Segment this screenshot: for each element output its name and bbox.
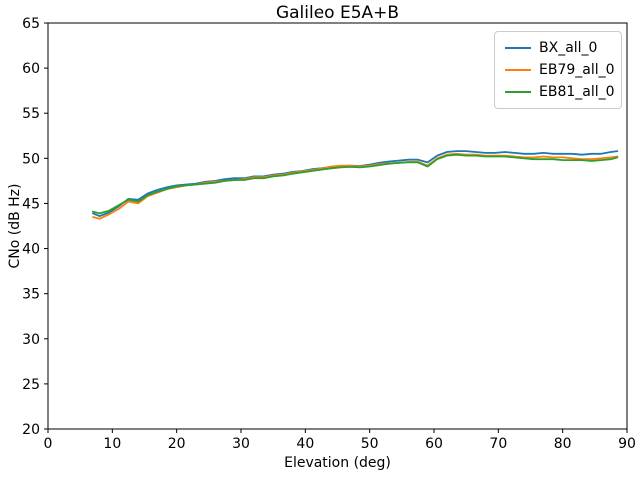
legend: BX_all_0 EB79_all_0 EB81_all_0: [494, 31, 622, 109]
legend-label: BX_all_0: [539, 40, 598, 56]
y-tick-label: 60: [22, 61, 40, 77]
series-line-EB81_all_0: [92, 153, 619, 215]
y-tick-label: 55: [22, 106, 40, 122]
x-tick-label: 60: [425, 436, 443, 452]
y-tick-label: 30: [22, 332, 40, 348]
legend-label: EB81_all_0: [539, 84, 615, 100]
y-tick-label: 20: [22, 422, 40, 438]
y-axis-label: CNo (dB Hz): [7, 183, 23, 269]
y-tick-label: 40: [22, 242, 40, 258]
axes-frame: [47, 22, 628, 430]
x-tick-label: 20: [168, 436, 186, 452]
x-axis-label: Elevation (deg): [284, 455, 391, 471]
legend-line-swatch-eb81: [505, 91, 531, 93]
legend-entry-bx: BX_all_0: [505, 38, 611, 58]
x-tick-label: 10: [103, 436, 121, 452]
x-tick-label: 90: [618, 436, 636, 452]
y-tick-label: 50: [22, 151, 40, 167]
y-tick-label: 35: [22, 287, 40, 303]
y-tick-label: 65: [22, 16, 40, 32]
x-tick-label: 80: [554, 436, 572, 452]
legend-line-swatch-bx: [505, 47, 531, 49]
legend-label: EB79_all_0: [539, 62, 615, 78]
legend-entry-eb79: EB79_all_0: [505, 60, 615, 80]
series-line-BX_all_0: [92, 150, 619, 218]
x-tick-label: 30: [232, 436, 250, 452]
chart-title: Galileo E5A+B: [275, 3, 400, 23]
x-tick-label: 50: [361, 436, 379, 452]
x-tick-label: 70: [489, 436, 507, 452]
x-tick-label: 0: [44, 436, 53, 452]
legend-entry-eb81: EB81_all_0: [505, 82, 615, 102]
y-tick-label: 45: [22, 196, 40, 212]
y-tick-label: 25: [22, 377, 40, 393]
legend-line-swatch-eb79: [505, 69, 531, 71]
x-tick-label: 40: [296, 436, 314, 452]
